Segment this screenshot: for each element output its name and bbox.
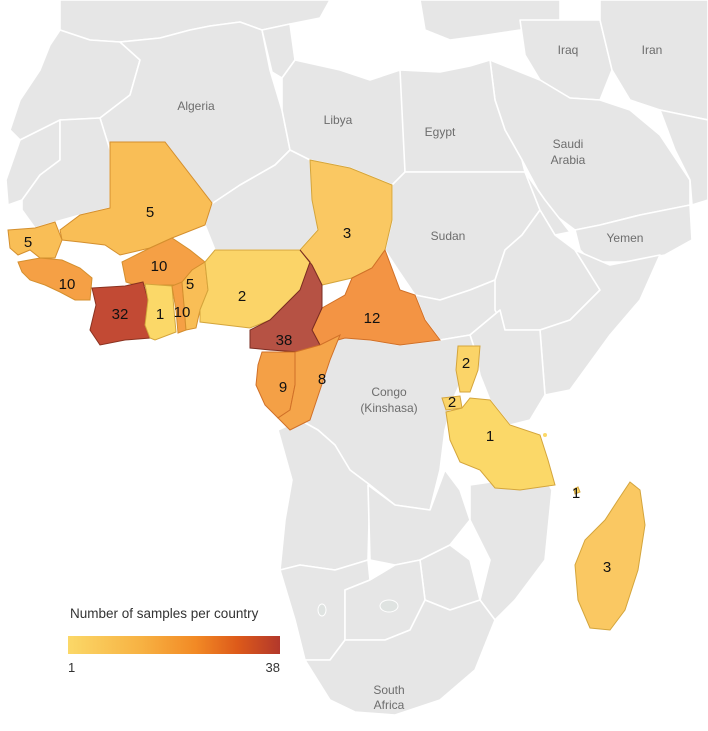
count-comoros: 1: [572, 485, 580, 502]
count-gabon: 9: [279, 379, 287, 396]
zimbabwe-land[interactable]: [419, 544, 481, 611]
country-guinea[interactable]: [17, 257, 93, 301]
iran-land[interactable]: [599, 0, 708, 121]
label-libya: Libya: [324, 113, 353, 127]
count-uganda: 2: [462, 355, 470, 372]
count-togo: 10: [174, 304, 191, 321]
legend-max-label: 38: [265, 660, 280, 675]
count-tanzania: 1: [486, 428, 494, 445]
south-africa-land[interactable]: [304, 599, 496, 716]
count-mali: 5: [146, 204, 154, 221]
count-nigeria: 2: [238, 288, 246, 305]
country-congo[interactable]: [277, 333, 341, 431]
label-egypt: Egypt: [425, 125, 456, 139]
turkey-land[interactable]: [419, 0, 561, 41]
count-madagascar: 3: [603, 559, 611, 576]
label-algeria: Algeria: [177, 99, 215, 113]
count-rwanda: 2: [448, 394, 456, 411]
label-congo-1: Congo: [371, 385, 407, 399]
legend-min-label: 1: [68, 660, 76, 675]
count-ghana: 1: [156, 306, 164, 323]
country-cameroon[interactable]: [249, 249, 323, 353]
label-iraq: Iraq: [558, 43, 579, 57]
count-congo: 8: [318, 371, 326, 388]
country-mali[interactable]: [59, 141, 213, 256]
label-yemen: Yemen: [607, 231, 644, 245]
color-legend: Number of samples per country 1 38: [62, 600, 284, 682]
label-saudi-arabia-2: Arabia: [551, 153, 586, 167]
label-saudi-arabia-1: Saudi: [553, 137, 584, 151]
country-ghana[interactable]: [144, 283, 177, 341]
country-tanzania[interactable]: [445, 397, 556, 491]
malawi-mozambique-land[interactable]: [469, 469, 553, 621]
oman-land[interactable]: [659, 109, 708, 206]
legend-title: Number of samples per country: [70, 606, 259, 621]
okavango-lake: [379, 599, 399, 613]
country-uganda[interactable]: [455, 345, 481, 393]
label-congo-2: (Kinshasa): [360, 401, 417, 415]
count-guinea: 10: [59, 276, 76, 293]
count-cote-divoire: 32: [112, 306, 129, 323]
etosha-lake: [317, 603, 327, 617]
count-benin: 5: [186, 276, 194, 293]
somalia-land[interactable]: [539, 249, 661, 396]
country-comoros[interactable]: [573, 486, 581, 495]
label-south-africa-2: Africa: [374, 698, 405, 712]
label-sudan: Sudan: [431, 229, 466, 243]
count-senegal: 5: [24, 234, 32, 251]
label-south-africa-1: South: [373, 683, 404, 697]
legend-gradient-bar: [68, 636, 280, 654]
country-senegal[interactable]: [7, 221, 63, 259]
count-chad: 3: [343, 225, 351, 242]
country-madagascar[interactable]: [574, 481, 646, 631]
zanzibar-island: [543, 433, 547, 437]
count-cameroon: 38: [276, 332, 293, 349]
label-iran: Iran: [642, 43, 663, 57]
country-gabon[interactable]: [255, 351, 296, 419]
eritrea-land[interactable]: [524, 171, 571, 236]
count-burkina-faso: 10: [151, 258, 168, 275]
count-car: 12: [364, 310, 381, 327]
